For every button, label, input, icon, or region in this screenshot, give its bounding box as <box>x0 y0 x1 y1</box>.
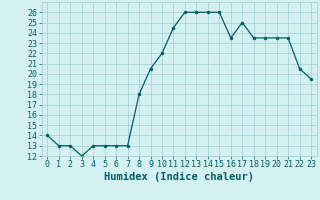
X-axis label: Humidex (Indice chaleur): Humidex (Indice chaleur) <box>104 172 254 182</box>
